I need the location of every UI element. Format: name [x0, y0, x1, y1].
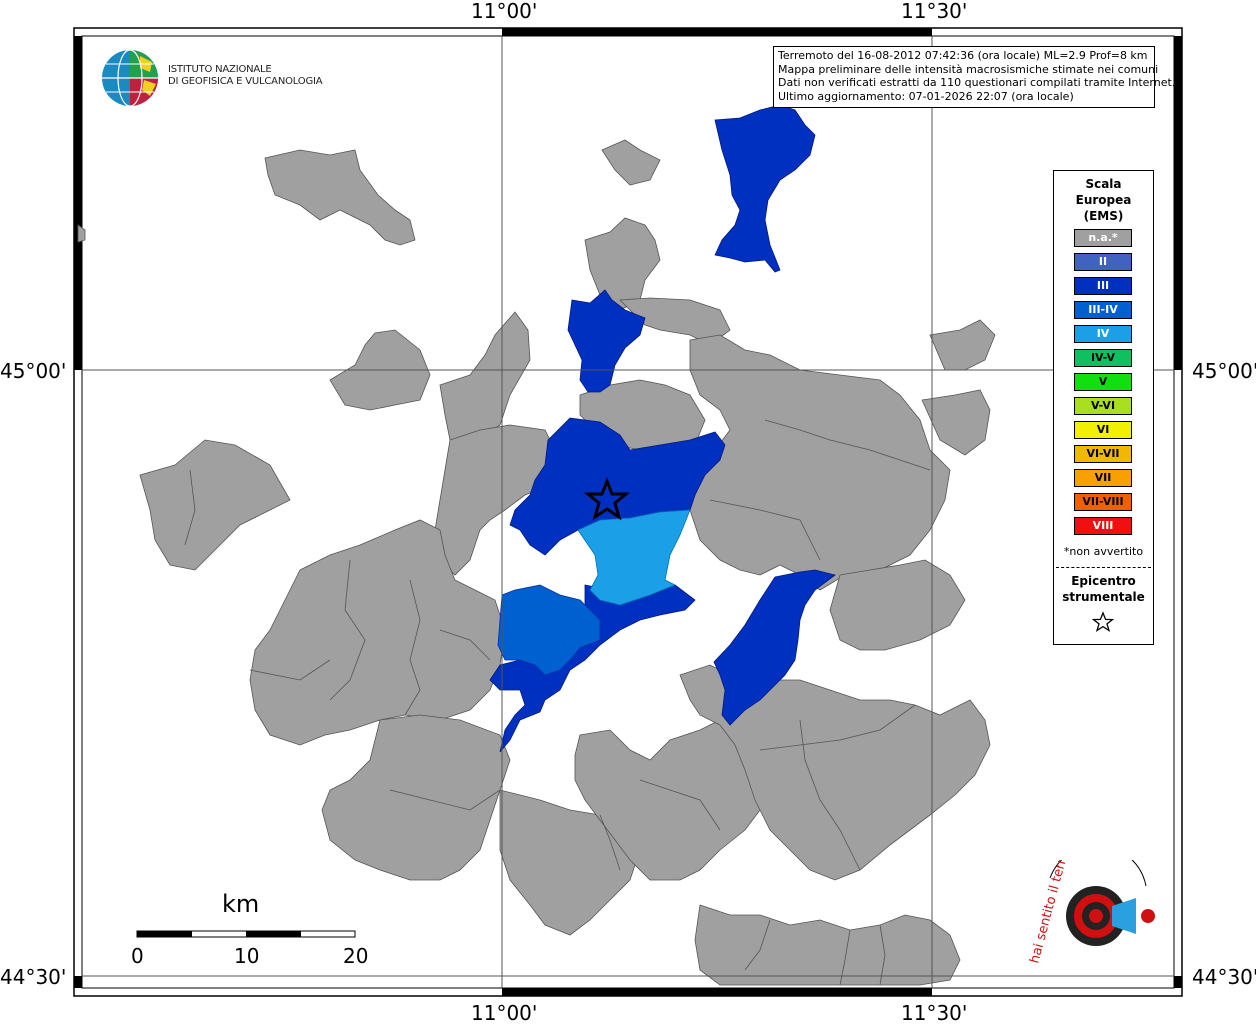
legend-item-1: II	[1074, 253, 1132, 271]
star-icon	[1092, 611, 1114, 633]
municipality-west-2	[139, 439, 291, 571]
legend-item-10: VII	[1074, 469, 1132, 487]
legend-item-9: VI-VII	[1074, 445, 1132, 463]
legend-item-11: VII-VIII	[1074, 493, 1132, 511]
municipality-south-1	[321, 714, 511, 881]
municipality-iii-north	[714, 104, 816, 273]
legend-item-5: IV-V	[1074, 349, 1132, 367]
legend-item-0: n.a.*	[1074, 229, 1132, 247]
scale-bar	[136, 930, 356, 938]
legend-title: Scala Europea (EMS)	[1054, 176, 1153, 224]
ems-legend: Scala Europea (EMS) n.a.* II III III-IV IV IV…	[1053, 170, 1154, 645]
legend-item-4: IV	[1074, 325, 1132, 343]
municipality-west-4	[249, 519, 506, 746]
municipality-east-2	[921, 389, 991, 456]
scale-tick-10: 10	[234, 944, 259, 968]
legend-epicentre: Epicentro strumentale	[1054, 573, 1153, 605]
municipality-south-3	[574, 719, 771, 881]
event-info-line-2: Mappa preliminare delle intensità macros…	[778, 62, 1159, 76]
municipality-center-west	[434, 424, 561, 576]
coord-top-right-lon: 11°30'	[901, 0, 967, 23]
ingv-line-2: DI GEOFISICA E VULCANOLOGIA	[168, 76, 323, 87]
legend-epicentre-1: Epicentro	[1071, 574, 1136, 588]
ingv-logo	[100, 46, 320, 110]
coord-left-lat-lower: 44°30'	[0, 965, 66, 989]
ingv-name: ISTITUTO NAZIONALE DI GEOFISICA E VULCAN…	[168, 64, 323, 88]
municipality-nw	[264, 149, 416, 246]
legend-item-2: III	[1074, 277, 1132, 295]
scale-bar-unit: km	[222, 890, 260, 918]
globe-icon	[102, 49, 158, 107]
legend-title-1: Scala	[1085, 177, 1122, 191]
haisentito-logo: hai sentito il terremoto.it www.	[1027, 860, 1155, 965]
municipalities-intensity-iii	[489, 104, 836, 753]
legend-item-3: III-IV	[1074, 301, 1132, 319]
municipality-iii-iv	[497, 584, 601, 676]
frame-bar-top	[502, 28, 932, 36]
event-info-line-3: Dati non verificati estratti da 110 ques…	[778, 76, 1176, 89]
event-info-line-1: Terremoto del 16-08-2012 07:42:36 (ora l…	[778, 49, 1148, 62]
municipality-iv	[577, 509, 691, 606]
frame-bar-left	[74, 36, 82, 370]
coord-right-lat-upper: 45°00'	[1192, 359, 1256, 383]
frame-bar-right-lower	[1174, 976, 1182, 988]
coord-top-left-lon: 11°00'	[471, 0, 537, 23]
epicentre-star	[583, 476, 631, 521]
municipal-borders	[184, 419, 931, 986]
coord-bottom-right-lon: 11°30'	[901, 1001, 967, 1024]
coord-left-lat-upper: 45°00'	[0, 359, 66, 383]
legend-item-6: V	[1074, 373, 1132, 391]
scale-tick-20: 20	[343, 944, 368, 968]
municipality-n-small	[601, 139, 661, 186]
graticule	[82, 36, 1174, 988]
municipality-iii-east	[713, 569, 836, 726]
coord-bottom-left-lon: 11°00'	[471, 1001, 537, 1024]
legend-item-12: VIII	[1074, 517, 1132, 535]
frame-bar-left-lower	[74, 976, 82, 988]
coord-right-lat-lower: 44°30'	[1192, 965, 1256, 989]
legend-epicentre-2: strumentale	[1062, 590, 1145, 604]
legend-title-3: (EMS)	[1083, 209, 1124, 223]
municipality-east-4	[829, 559, 966, 651]
municipality-n-mid	[584, 217, 661, 311]
frame-bar-bottom	[502, 988, 932, 996]
ingv-line-1: ISTITUTO NAZIONALE	[168, 64, 272, 75]
legend-title-2: Europea	[1075, 193, 1132, 207]
event-info-line-4: Ultimo aggiornamento: 07-01-2026 22:07 (…	[778, 89, 1074, 103]
legend-item-8: VI	[1074, 421, 1132, 439]
municipality-south-4	[679, 664, 991, 881]
municipality-south-east	[694, 904, 961, 986]
legend-separator	[1056, 567, 1151, 568]
event-info-box: Terremoto del 16-08-2012 07:42:36 (ora l…	[773, 46, 1176, 108]
legend-note: *non avvertito	[1063, 545, 1144, 558]
municipality-nw-small	[77, 224, 86, 243]
scale-tick-0: 0	[131, 944, 144, 968]
legend-item-7: V-VI	[1074, 397, 1132, 415]
municipality-iii-mid-north	[567, 289, 646, 393]
municipalities-not-felt	[77, 139, 996, 986]
frame-bar-right	[1174, 36, 1182, 370]
